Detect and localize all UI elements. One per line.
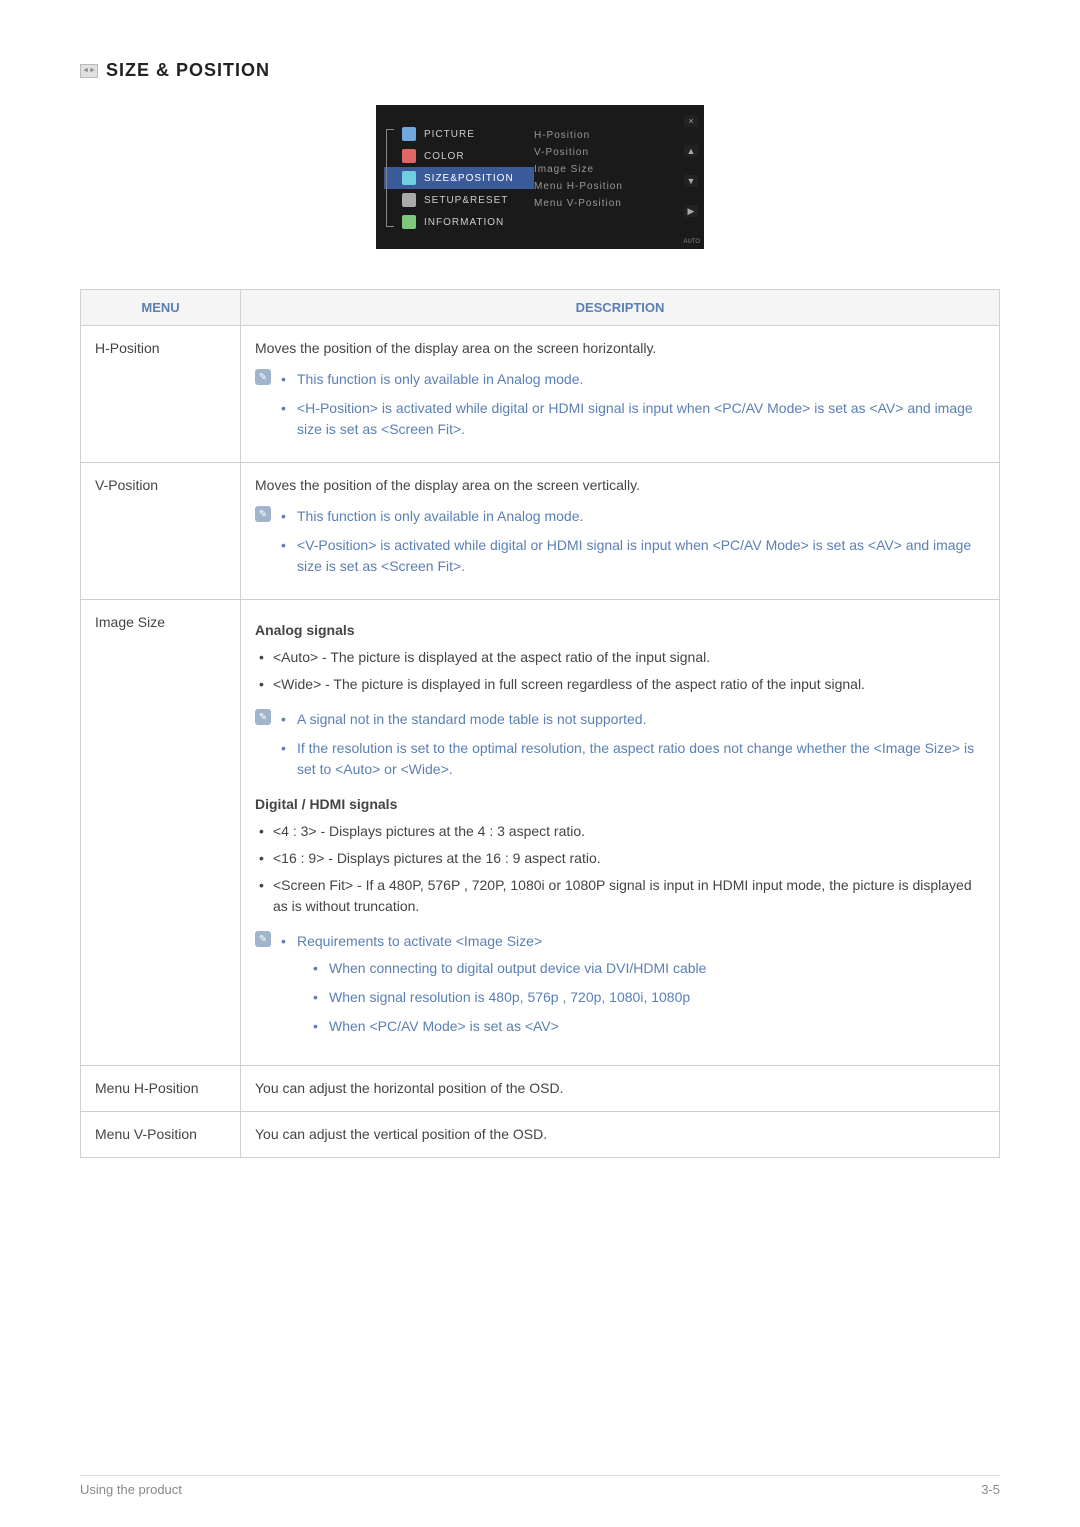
note-item: <V-Position> is activated while digital … xyxy=(281,533,985,583)
note-item: This function is only available in Analo… xyxy=(281,504,985,533)
down-icon: ▼ xyxy=(684,175,698,187)
list-item: <Auto> - The picture is displayed at the… xyxy=(255,645,985,672)
list-item: <Screen Fit> - If a 480P, 576P , 720P, 1… xyxy=(255,873,985,921)
note-item: <H-Position> is activated while digital … xyxy=(281,396,985,446)
auto-label: AUTO xyxy=(683,239,700,245)
osd-item-label: SETUP&RESET xyxy=(424,195,508,206)
footer-right: 3-5 xyxy=(981,1482,1000,1497)
note-item: Requirements to activate <Image Size> Wh… xyxy=(281,929,706,1049)
menu-description-table: MENU DESCRIPTION H-Position Moves the po… xyxy=(80,289,1000,1158)
note-icon: ✎ xyxy=(255,369,271,385)
menu-cell: H-Position xyxy=(81,326,241,463)
table-row: V-Position Moves the position of the dis… xyxy=(81,463,1000,600)
osd-menu-mockup: PICTURE COLOR SIZE&POSITION SETUP&RESET INFO… xyxy=(376,105,704,249)
list-item: <16 : 9> - Displays pictures at the 16 :… xyxy=(255,846,985,873)
desc-cell: You can adjust the vertical position of … xyxy=(241,1112,1000,1158)
note-list: A signal not in the standard mode table … xyxy=(281,707,985,786)
note-list: This function is only available in Analo… xyxy=(281,367,985,446)
digital-list: <4 : 3> - Displays pictures at the 4 : 3… xyxy=(255,819,985,921)
note-item: A signal not in the standard mode table … xyxy=(281,707,985,736)
note-block: ✎ This function is only available in Ana… xyxy=(255,367,985,446)
note-list: This function is only available in Analo… xyxy=(281,504,985,583)
osd-menu-item: SIZE&POSITION xyxy=(384,167,534,189)
right-icon: ▶ xyxy=(684,205,698,217)
osd-menu-item: COLOR xyxy=(384,145,534,167)
sub-note-list: When connecting to digital output device… xyxy=(313,956,706,1043)
table-row: H-Position Moves the position of the dis… xyxy=(81,326,1000,463)
osd-sub-item: Menu V-Position xyxy=(534,195,704,212)
note-icon: ✎ xyxy=(255,931,271,947)
osd-item-icon xyxy=(402,193,416,207)
sub-note-item: When signal resolution is 480p, 576p , 7… xyxy=(313,985,706,1014)
th-description: DESCRIPTION xyxy=(241,290,1000,326)
note-block: ✎ A signal not in the standard mode tabl… xyxy=(255,707,985,786)
osd-item-label: INFORMATION xyxy=(424,217,504,228)
close-icon: × xyxy=(684,115,698,127)
desc-cell: Analog signals <Auto> - The picture is d… xyxy=(241,600,1000,1066)
osd-sub-item: H-Position xyxy=(534,127,704,144)
table-row: Menu V-Position You can adjust the verti… xyxy=(81,1112,1000,1158)
menu-cell: Image Size xyxy=(81,600,241,1066)
analog-subhead: Analog signals xyxy=(255,620,985,641)
note-item: This function is only available in Analo… xyxy=(281,367,985,396)
th-menu: MENU xyxy=(81,290,241,326)
osd-item-icon xyxy=(402,171,416,185)
note-icon: ✎ xyxy=(255,506,271,522)
osd-item-label: COLOR xyxy=(424,151,465,162)
menu-cell: Menu H-Position xyxy=(81,1066,241,1112)
list-item: <4 : 3> - Displays pictures at the 4 : 3… xyxy=(255,819,985,846)
note-block: ✎ This function is only available in Ana… xyxy=(255,504,985,583)
osd-side-icons: × ▲ ▼ ▶ xyxy=(684,115,698,217)
note-list: Requirements to activate <Image Size> Wh… xyxy=(281,929,706,1049)
menu-cell: V-Position xyxy=(81,463,241,600)
desc-intro: Moves the position of the display area o… xyxy=(255,475,985,496)
osd-sub-item: Menu H-Position xyxy=(534,178,704,195)
note-icon: ✎ xyxy=(255,709,271,725)
osd-menu-item: SETUP&RESET xyxy=(384,189,534,211)
osd-left-column: PICTURE COLOR SIZE&POSITION SETUP&RESET INFO… xyxy=(384,123,534,233)
osd-sub-item: Image Size xyxy=(534,161,704,178)
up-icon: ▲ xyxy=(684,145,698,157)
osd-menu-item: INFORMATION xyxy=(384,211,534,233)
section-header: ◄► SIZE & POSITION xyxy=(80,60,1000,81)
note-block: ✎ Requirements to activate <Image Size> … xyxy=(255,929,985,1049)
digital-subhead: Digital / HDMI signals xyxy=(255,794,985,815)
desc-intro: Moves the position of the display area o… xyxy=(255,338,985,359)
osd-item-icon xyxy=(402,215,416,229)
osd-sub-item: V-Position xyxy=(534,144,704,161)
table-row: Image Size Analog signals <Auto> - The p… xyxy=(81,600,1000,1066)
sub-note-item: When connecting to digital output device… xyxy=(313,956,706,985)
osd-item-icon xyxy=(402,127,416,141)
desc-cell: Moves the position of the display area o… xyxy=(241,326,1000,463)
analog-list: <Auto> - The picture is displayed at the… xyxy=(255,645,985,699)
osd-right-column: H-PositionV-PositionImage SizeMenu H-Pos… xyxy=(534,123,704,233)
note-item: If the resolution is set to the optimal … xyxy=(281,736,985,786)
table-row: Menu H-Position You can adjust the horiz… xyxy=(81,1066,1000,1112)
page-footer: Using the product 3-5 xyxy=(80,1475,1000,1497)
osd-left-bracket xyxy=(386,129,394,227)
section-title: SIZE & POSITION xyxy=(106,60,270,81)
osd-item-label: PICTURE xyxy=(424,129,475,140)
note-head: Requirements to activate <Image Size> xyxy=(297,933,542,949)
size-position-icon: ◄► xyxy=(80,64,98,78)
footer-left: Using the product xyxy=(80,1482,182,1497)
list-item: <Wide> - The picture is displayed in ful… xyxy=(255,672,985,699)
osd-item-label: SIZE&POSITION xyxy=(424,173,514,184)
osd-menu-item: PICTURE xyxy=(384,123,534,145)
menu-cell: Menu V-Position xyxy=(81,1112,241,1158)
sub-note-item: When <PC/AV Mode> is set as <AV> xyxy=(313,1014,706,1043)
desc-cell: You can adjust the horizontal position o… xyxy=(241,1066,1000,1112)
osd-item-icon xyxy=(402,149,416,163)
desc-cell: Moves the position of the display area o… xyxy=(241,463,1000,600)
